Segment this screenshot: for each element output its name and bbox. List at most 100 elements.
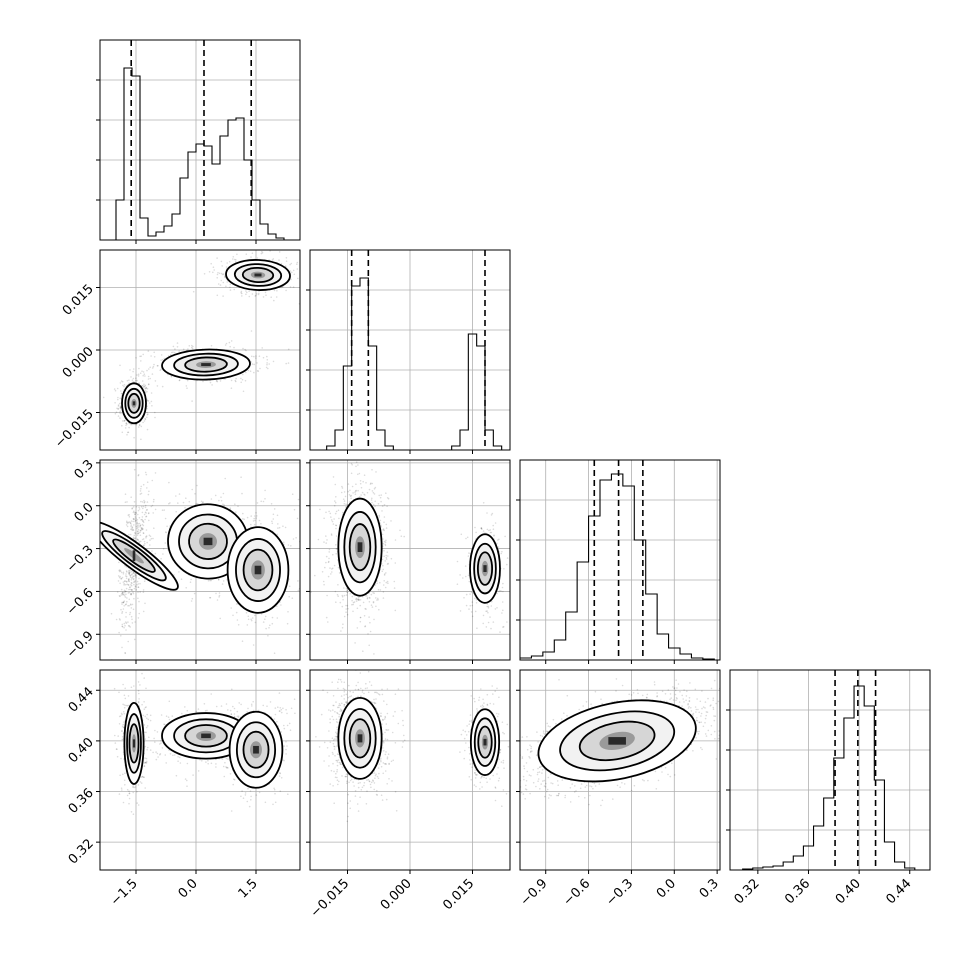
sample-point — [350, 494, 353, 497]
sample-point — [224, 477, 226, 480]
sample-point — [489, 529, 492, 531]
sample-point — [120, 412, 122, 415]
sample-point — [335, 548, 338, 550]
histogram-step — [100, 67, 300, 241]
sample-point — [369, 597, 371, 599]
sample-point — [134, 580, 136, 582]
sample-point — [265, 294, 267, 297]
sample-point — [121, 623, 124, 626]
sample-point — [244, 379, 247, 382]
sample-point — [139, 591, 141, 593]
sample-point — [124, 596, 127, 598]
sample-point — [138, 506, 140, 509]
sample-point — [255, 294, 257, 297]
sample-point — [126, 521, 128, 524]
sample-point — [482, 622, 485, 625]
sample-point — [337, 566, 340, 569]
sample-point — [506, 621, 508, 623]
sample-point — [323, 517, 325, 520]
sample-point — [122, 773, 124, 776]
sample-point — [230, 607, 232, 609]
sample-point — [229, 283, 231, 286]
sample-point — [133, 572, 135, 575]
sample-point — [333, 504, 336, 507]
sample-point — [129, 588, 132, 591]
sample-point — [469, 593, 471, 595]
sample-point — [293, 273, 296, 276]
sample-point — [474, 597, 476, 600]
sample-point — [147, 400, 150, 402]
sample-point — [216, 599, 219, 601]
sample-point — [377, 503, 380, 505]
density-core — [483, 565, 487, 572]
sample-point — [375, 597, 377, 599]
sample-point — [122, 723, 124, 726]
sample-point — [331, 571, 333, 573]
sample-point — [145, 387, 147, 390]
sample-point — [340, 630, 342, 632]
sample-point — [145, 726, 148, 729]
sample-point — [345, 594, 348, 596]
histogram-step — [520, 473, 720, 661]
sample-point — [147, 375, 150, 378]
sample-point — [120, 380, 123, 382]
sample-point — [387, 562, 390, 565]
sample-point — [137, 701, 140, 704]
sample-point — [150, 392, 153, 394]
y-tick-label: −0.3 — [64, 543, 97, 576]
sample-point — [334, 501, 337, 504]
sample-point — [128, 586, 131, 589]
sample-point — [287, 611, 289, 613]
sample-point — [235, 511, 237, 513]
sample-point — [141, 523, 144, 526]
sample-point — [163, 509, 165, 511]
sample-point — [232, 258, 234, 260]
sample-point — [175, 495, 177, 497]
sample-point — [133, 638, 136, 641]
sample-point — [119, 619, 121, 621]
sample-point — [342, 623, 344, 625]
sample-point — [380, 524, 382, 527]
sample-point — [130, 496, 132, 499]
sample-point — [210, 579, 212, 582]
sample-point — [225, 285, 227, 288]
sample-point — [220, 279, 223, 282]
sample-point — [117, 404, 120, 406]
sample-point — [127, 579, 130, 581]
sample-point — [224, 344, 227, 346]
sample-point — [327, 575, 330, 578]
sample-point — [240, 476, 242, 479]
sample-point — [137, 681, 140, 683]
sample-point — [268, 627, 270, 629]
sample-point — [123, 622, 126, 625]
sample-point — [132, 608, 135, 611]
sample-point — [137, 525, 139, 528]
sample-point — [144, 390, 147, 392]
sample-point — [146, 390, 148, 393]
sample-point — [365, 482, 367, 484]
sample-point — [364, 494, 366, 496]
sample-point — [355, 598, 357, 601]
sample-point — [135, 379, 137, 382]
sample-point — [272, 360, 275, 363]
sample-point — [169, 502, 171, 504]
sample-point — [314, 574, 316, 577]
sample-point — [250, 523, 252, 526]
sample-point — [266, 363, 268, 366]
sample-point — [122, 601, 125, 604]
sample-point — [499, 589, 501, 592]
sample-point — [222, 503, 224, 506]
sample-point — [180, 578, 183, 580]
sample-point — [370, 482, 372, 485]
panel-frame — [99, 39, 301, 241]
sample-point — [492, 528, 495, 530]
sample-point — [119, 397, 121, 400]
sample-point — [502, 582, 504, 585]
sample-point — [140, 492, 143, 495]
sample-point — [153, 351, 155, 354]
sample-point — [359, 616, 362, 619]
sample-point — [133, 501, 136, 503]
sample-point — [371, 490, 374, 492]
sample-point — [385, 492, 387, 495]
sample-point — [121, 601, 123, 604]
